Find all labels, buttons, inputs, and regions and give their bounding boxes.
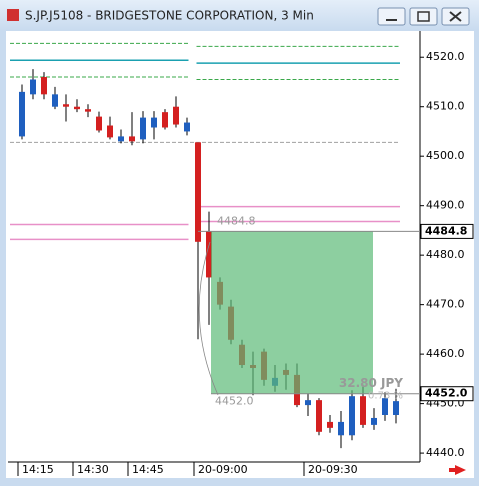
x-tick-label: 14:45 bbox=[132, 463, 164, 476]
candle-body bbox=[118, 136, 124, 142]
candle-body bbox=[173, 106, 179, 125]
x-tick-label: 14:15 bbox=[22, 463, 54, 476]
candle-body bbox=[327, 421, 333, 428]
candle-body bbox=[96, 116, 102, 131]
candle-body bbox=[316, 400, 322, 432]
price-box bbox=[420, 386, 474, 402]
y-tick-label: 4460.0 bbox=[426, 347, 465, 360]
measure-box bbox=[211, 231, 373, 394]
scroll-arrow[interactable] bbox=[455, 465, 466, 475]
measure-percent: 0.73 % bbox=[368, 391, 403, 402]
window-title: S.JP.J5108 - BRIDGESTONE CORPORATION, 3 … bbox=[25, 9, 314, 23]
candle-body bbox=[74, 106, 80, 110]
candle-body bbox=[184, 122, 190, 132]
y-tick-label: 4440.0 bbox=[426, 446, 465, 459]
maximize-icon bbox=[417, 11, 430, 22]
measure-change: 32.80 JPY bbox=[339, 376, 403, 390]
candle-body bbox=[305, 400, 311, 406]
x-tick-label: 20-09:00 bbox=[198, 463, 248, 476]
candle-body bbox=[140, 117, 146, 140]
y-tick-label: 4480.0 bbox=[426, 248, 465, 261]
measure-start-label: 4484.8 bbox=[217, 214, 256, 227]
candle-body bbox=[360, 396, 366, 425]
candle-body bbox=[129, 136, 135, 142]
candle-body bbox=[206, 231, 212, 278]
minimize-button[interactable] bbox=[377, 7, 406, 26]
candle-body bbox=[382, 398, 388, 415]
y-tick-label: 4490.0 bbox=[426, 199, 465, 212]
y-tick-label: 4520.0 bbox=[426, 50, 465, 63]
candle-body bbox=[107, 125, 113, 138]
candle-body bbox=[63, 104, 69, 107]
candle-body bbox=[19, 91, 25, 137]
maximize-button[interactable] bbox=[409, 7, 438, 26]
candle-body bbox=[85, 109, 91, 112]
y-tick-label: 4500.0 bbox=[426, 149, 465, 162]
price-box-label: 4484.8 bbox=[425, 224, 467, 237]
candle-body bbox=[371, 417, 377, 425]
candle-body bbox=[393, 401, 399, 415]
close-icon bbox=[449, 11, 462, 22]
measure-end-label: 4452.0 bbox=[215, 395, 254, 408]
candle-body bbox=[30, 79, 36, 95]
price-box bbox=[420, 223, 474, 239]
candle-body bbox=[41, 77, 47, 95]
app-icon bbox=[7, 9, 19, 21]
price-box-label: 4452.0 bbox=[425, 387, 468, 400]
scroll-arrow-tail bbox=[449, 468, 455, 472]
candle-body bbox=[52, 94, 58, 107]
candle-body bbox=[162, 112, 168, 128]
candle-body bbox=[151, 117, 157, 128]
measure-connector bbox=[198, 241, 219, 396]
candle-body bbox=[349, 396, 355, 436]
y-tick-label: 4470.0 bbox=[426, 298, 465, 311]
candle-body bbox=[338, 421, 344, 436]
x-tick-label: 20-09:30 bbox=[308, 463, 358, 476]
x-tick-label: 14:30 bbox=[77, 463, 109, 476]
candle-body bbox=[195, 142, 201, 242]
y-tick-label: 4510.0 bbox=[426, 100, 465, 113]
